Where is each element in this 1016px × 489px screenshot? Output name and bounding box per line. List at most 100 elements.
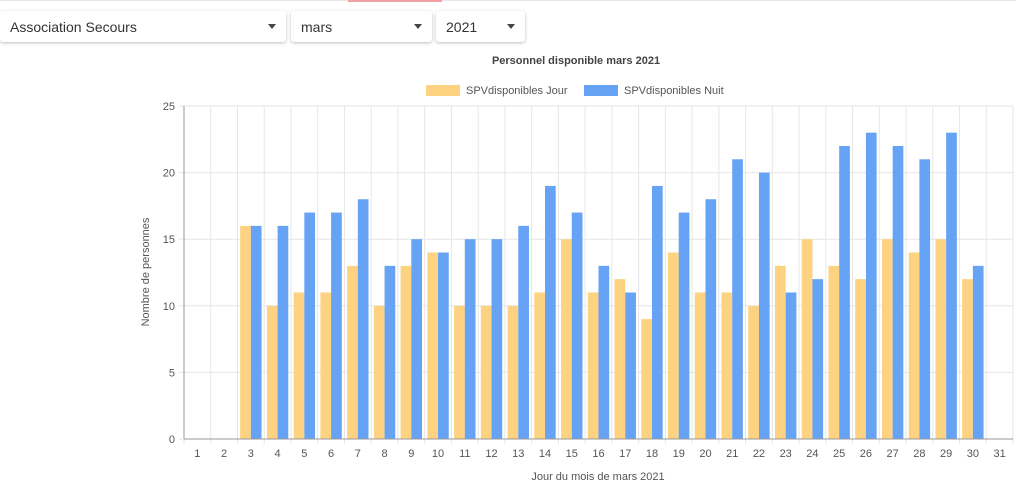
bar-nuit [946, 132, 957, 439]
x-tick-label: 16 [592, 448, 604, 460]
y-axis-title: Nombre de personnes [140, 217, 152, 326]
bar-jour [454, 305, 465, 439]
x-tick-label: 13 [512, 448, 524, 460]
bar-jour [748, 305, 759, 439]
month-select[interactable]: mars [291, 11, 432, 42]
x-tick-label: 6 [328, 448, 334, 460]
chevron-down-icon [507, 24, 515, 29]
x-tick-label: 23 [780, 448, 792, 460]
bar-jour [507, 305, 519, 439]
bar-jour [534, 292, 546, 439]
x-tick-label: 7 [355, 448, 361, 460]
y-tick-label: 0 [169, 434, 175, 446]
x-tick-label: 25 [833, 448, 845, 460]
bar-nuit [598, 265, 610, 439]
bar-jour [908, 252, 920, 439]
year-select[interactable]: 2021 [436, 11, 525, 42]
bar-jour [694, 292, 706, 439]
bar-nuit [250, 225, 262, 439]
bar-nuit [651, 185, 663, 439]
bar-jour [668, 252, 679, 439]
y-tick-label: 10 [163, 301, 175, 313]
x-tick-label: 24 [806, 448, 818, 460]
bar-jour [614, 279, 626, 439]
chevron-down-icon [268, 24, 276, 29]
x-tick-label: 28 [913, 448, 925, 460]
x-tick-label: 22 [753, 448, 765, 460]
active-tab-indicator [348, 0, 442, 2]
x-tick-label: 20 [699, 448, 711, 460]
bar-jour [828, 265, 840, 439]
bar-jour [935, 239, 947, 439]
bar-jour [266, 305, 278, 439]
bars-layer [240, 132, 984, 439]
x-tick-label: 8 [382, 448, 388, 460]
bar-jour [293, 292, 305, 439]
bar-nuit [919, 159, 931, 439]
bar-jour [801, 239, 813, 439]
y-tick-label: 20 [163, 168, 175, 180]
x-tick-label: 17 [619, 448, 631, 460]
x-tick-label: 15 [566, 448, 578, 460]
bar-nuit [331, 212, 342, 439]
bar-nuit [678, 212, 690, 439]
bar-jour [774, 265, 786, 439]
bar-jour [721, 292, 733, 439]
y-tick-label: 5 [169, 367, 175, 379]
x-tick-label: 29 [940, 448, 952, 460]
x-tick-label: 31 [994, 448, 1006, 460]
bar-nuit [785, 292, 797, 439]
x-tick-label: 11 [459, 448, 470, 460]
x-tick-label: 18 [646, 448, 658, 460]
y-tick-label: 15 [163, 234, 175, 246]
bar-nuit [545, 185, 556, 439]
bar-jour [373, 305, 385, 439]
bar-nuit [625, 292, 636, 439]
bar-nuit [839, 145, 850, 439]
bar-nuit [491, 239, 503, 439]
bar-nuit [758, 172, 770, 439]
x-tick-label: 10 [432, 448, 444, 460]
bar-nuit [705, 199, 717, 439]
bar-nuit [438, 252, 449, 439]
x-tick-label: 4 [275, 448, 281, 460]
x-tick-label: 12 [485, 448, 497, 460]
chart-legend: SPVdisponibles Jour SPVdisponibles Nuit [426, 85, 724, 97]
bar-jour [240, 225, 251, 439]
x-tick-label: 2 [221, 448, 227, 460]
bar-nuit [357, 199, 369, 439]
bar-nuit [972, 265, 984, 439]
association-select[interactable]: Association Secours [0, 11, 286, 42]
x-tick-label: 21 [726, 448, 738, 460]
bar-nuit [411, 239, 423, 439]
bar-jour [400, 265, 412, 439]
bar-jour [480, 305, 492, 439]
bar-jour [561, 239, 572, 439]
chart-title: Personnel disponible mars 2021 [492, 55, 660, 67]
x-tick-label: 9 [408, 448, 414, 460]
x-axis-title: Jour du mois de mars 2021 [531, 471, 664, 483]
bar-jour [855, 279, 866, 439]
top-divider [0, 0, 1016, 1]
x-tick-label: 1 [194, 448, 200, 460]
bar-jour [320, 292, 332, 439]
bar-nuit [464, 239, 476, 439]
bar-jour [587, 292, 599, 439]
x-tick-label: 5 [301, 448, 307, 460]
x-tick-label: 14 [539, 448, 551, 460]
legend-label-nuit: SPVdisponibles Nuit [624, 85, 724, 97]
bar-jour [641, 319, 652, 439]
x-tick-label: 3 [248, 448, 254, 460]
bar-nuit [812, 279, 824, 439]
bar-nuit [384, 265, 396, 439]
x-tick-label: 26 [860, 448, 872, 460]
legend-swatch-nuit [584, 85, 618, 96]
x-tick-label: 19 [673, 448, 685, 460]
bar-jour [427, 252, 439, 439]
legend-swatch-jour [426, 85, 460, 96]
bar-nuit [892, 145, 904, 439]
bar-jour [881, 239, 893, 439]
bar-nuit [865, 132, 877, 439]
